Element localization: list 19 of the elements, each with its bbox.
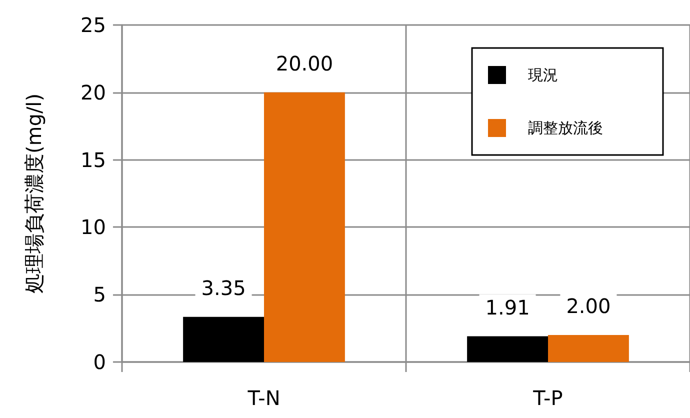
data-label: 2.00 bbox=[566, 294, 611, 318]
y-tick-label: 0 bbox=[93, 350, 106, 374]
y-tick-label: 20 bbox=[80, 80, 106, 104]
bar bbox=[183, 316, 264, 362]
x-tick-label: T-P bbox=[532, 386, 563, 410]
data-label: 20.00 bbox=[276, 51, 334, 76]
data-label: 3.35 bbox=[201, 276, 246, 300]
legend-label: 調整放流後 bbox=[528, 119, 603, 137]
y-axis-title: 処理場負荷濃度(mg/l) bbox=[22, 93, 46, 294]
data-label: 1.91 bbox=[485, 295, 530, 320]
bar bbox=[264, 92, 345, 362]
y-tick-label: 25 bbox=[80, 13, 106, 37]
y-tick-label: 15 bbox=[80, 148, 106, 172]
y-tick-label: 10 bbox=[80, 215, 106, 240]
x-tick-label: T-N bbox=[246, 386, 280, 410]
legend-label: 現況 bbox=[528, 66, 558, 84]
bar bbox=[548, 335, 629, 362]
bar bbox=[467, 336, 548, 362]
y-tick-label: 5 bbox=[93, 282, 106, 307]
